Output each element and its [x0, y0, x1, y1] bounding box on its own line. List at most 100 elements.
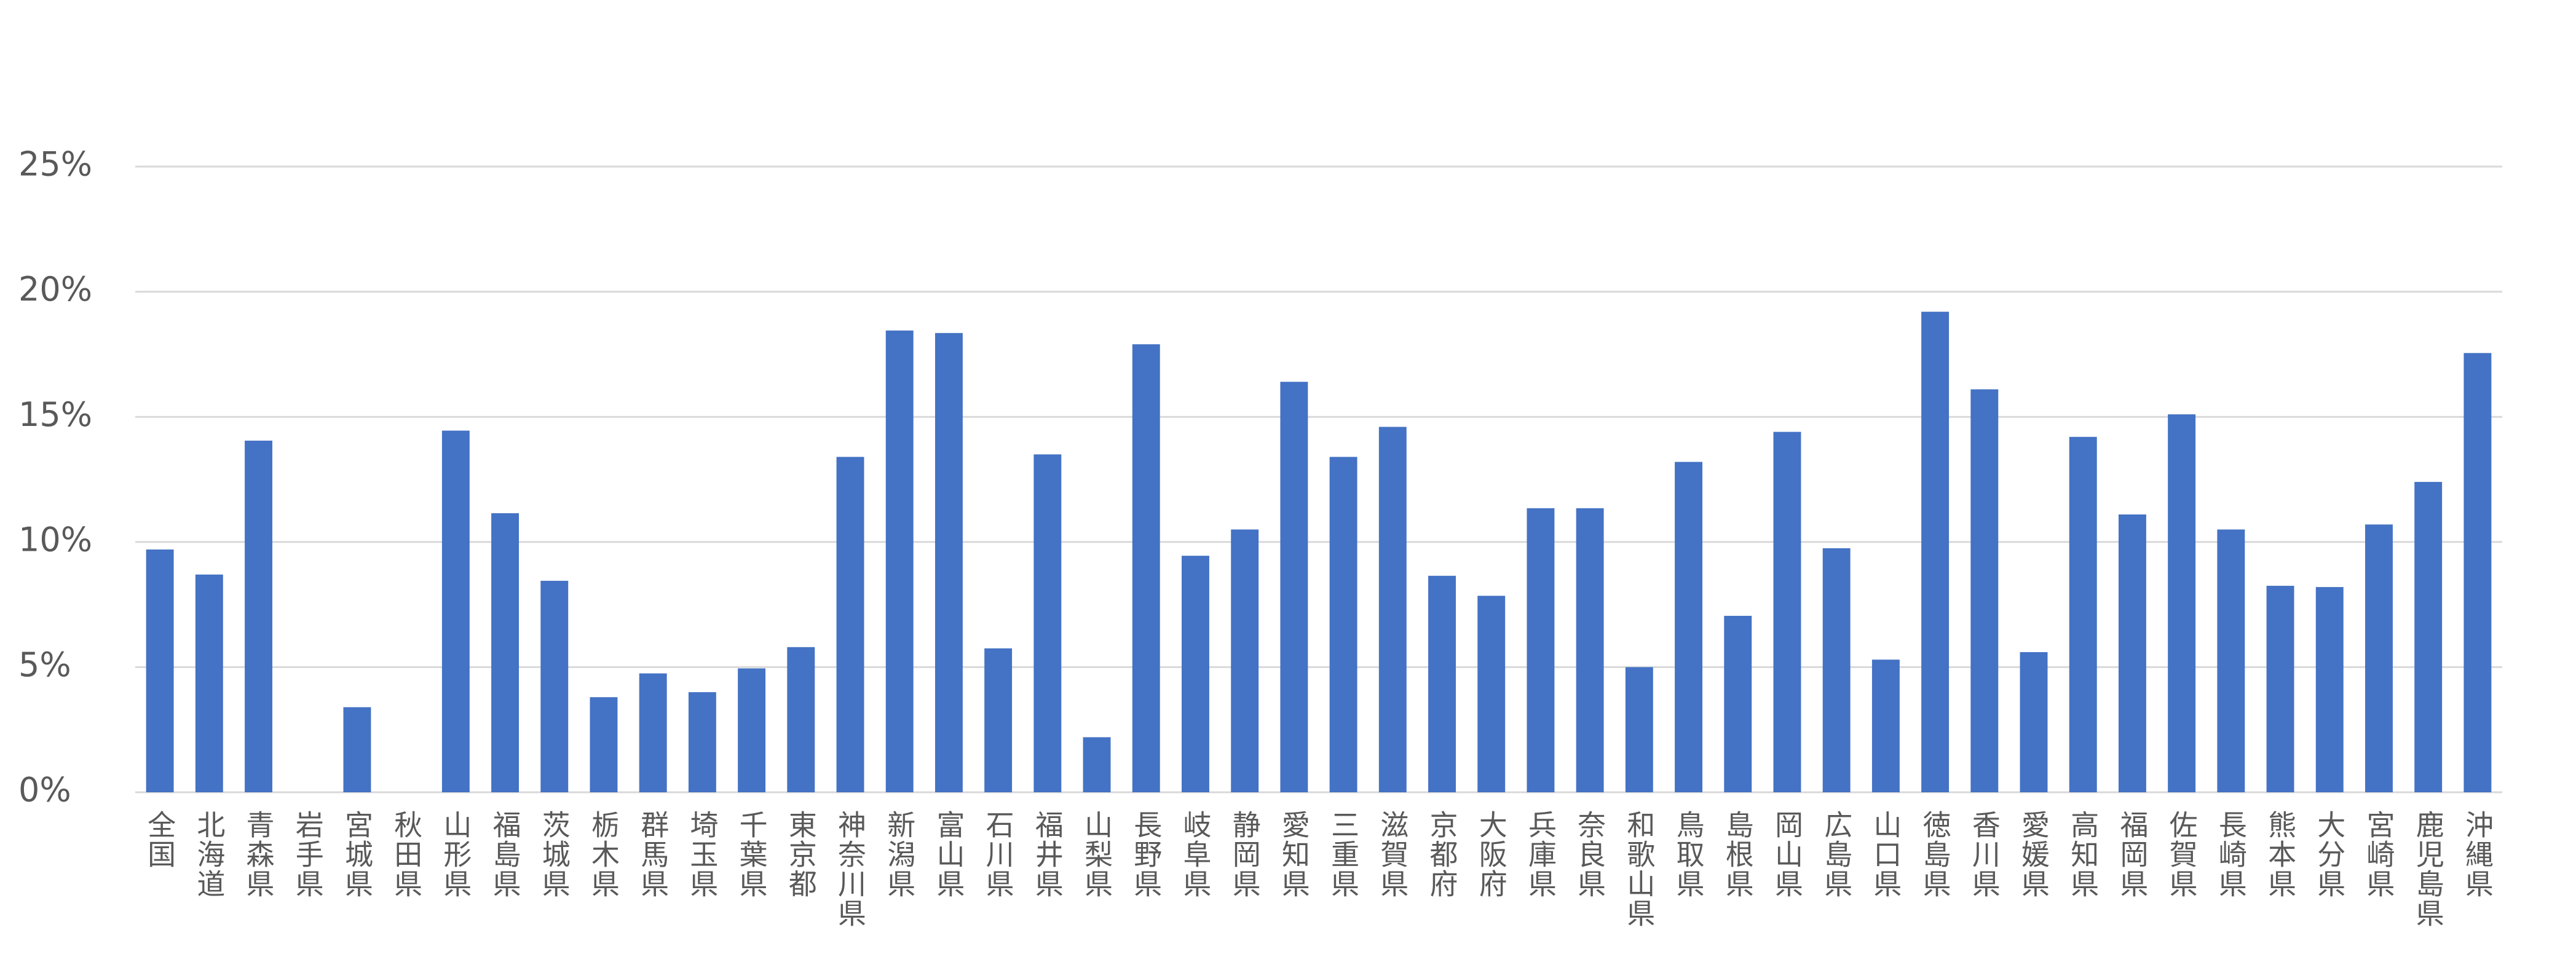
y-tick-label: 5%	[18, 645, 71, 684]
x-tick-label: 大阪府	[1475, 810, 1508, 899]
bar	[1477, 596, 1506, 792]
bar	[2315, 587, 2344, 792]
bar	[146, 549, 174, 792]
bar	[1132, 344, 1160, 792]
x-tick-label: 徳島県	[1919, 810, 1952, 899]
bar	[836, 457, 864, 792]
bar	[1724, 615, 1752, 792]
x-tick-label: 愛知県	[1278, 810, 1311, 899]
x-tick-label: 埼玉県	[685, 810, 719, 899]
bar	[2463, 353, 2492, 792]
bar	[885, 330, 914, 792]
bar	[1083, 737, 1111, 792]
y-tick-label: 0%	[18, 771, 71, 809]
x-tick-label: 高知県	[2066, 810, 2100, 899]
bar	[1527, 508, 1555, 792]
x-tick-label: 宮崎県	[2362, 810, 2395, 899]
x-tick-label: 山形県	[439, 810, 472, 899]
bar	[1822, 548, 1851, 792]
x-tick-label: 神奈川県	[834, 810, 867, 928]
x-tick-label: 沖縄県	[2461, 810, 2494, 899]
x-tick-label: 東京都	[784, 810, 818, 899]
bar	[738, 668, 766, 792]
x-tick-label: 富山県	[932, 810, 965, 899]
x-tick-label: 福井県	[1031, 810, 1064, 899]
x-tick-label: 香川県	[1968, 810, 2001, 899]
x-tick-label: 青森県	[242, 810, 275, 899]
x-tick-label: 栃木県	[587, 810, 620, 899]
x-tick-label: 石川県	[982, 810, 1015, 899]
bar	[491, 513, 520, 792]
x-tick-label: 岡山県	[1771, 810, 1804, 899]
bar	[1773, 431, 1801, 792]
x-tick-label: 兵庫県	[1524, 810, 1557, 899]
bar	[1378, 427, 1407, 792]
x-tick-label: 福島県	[489, 810, 522, 899]
bar	[1675, 462, 1703, 792]
x-tick-label: 北海道	[192, 810, 226, 899]
x-tick-label: 山梨県	[1080, 810, 1113, 899]
x-tick-label: 全国	[143, 810, 176, 869]
bar	[1871, 660, 1900, 792]
bar	[195, 574, 223, 792]
bar	[441, 430, 470, 792]
x-tick-label: 和歌山県	[1622, 810, 1656, 928]
x-tick-label: 滋賀県	[1376, 810, 1409, 899]
x-tick-label: 京都府	[1426, 810, 1459, 899]
y-tick-label: 15%	[18, 395, 92, 434]
x-tick-label: 宮城県	[341, 810, 374, 899]
x-tick-label: 千葉県	[735, 810, 768, 899]
x-tick-label: 群馬県	[636, 810, 670, 899]
x-tick-label: 大分県	[2313, 810, 2346, 899]
x-tick-label: 鳥取県	[1672, 810, 1705, 899]
x-tick-label: 鹿児島県	[2412, 810, 2445, 928]
bar	[2069, 436, 2097, 792]
bar	[2118, 514, 2146, 792]
bar	[2266, 586, 2294, 792]
x-tick-label: 佐賀県	[2165, 810, 2199, 899]
bar	[590, 697, 618, 792]
bar	[1428, 575, 1456, 792]
x-tick-label: 奈良県	[1573, 810, 1606, 899]
bar	[1970, 389, 1999, 792]
x-tick-label: 長野県	[1129, 810, 1163, 899]
x-tick-label: 山口県	[1869, 810, 1902, 899]
bar	[540, 580, 569, 792]
bar	[1625, 667, 1653, 792]
x-tick-label: 新潟県	[883, 810, 916, 899]
x-tick-label: 秋田県	[390, 810, 423, 899]
bar	[1576, 508, 1604, 792]
x-tick-label: 三重県	[1327, 810, 1360, 899]
bar	[1231, 529, 1259, 792]
y-tick-label: 20%	[18, 270, 92, 309]
x-tick-label: 静岡県	[1228, 810, 1262, 899]
bar	[1182, 556, 1209, 792]
bar	[2020, 652, 2048, 792]
bar	[2217, 529, 2245, 792]
x-tick-label: 熊本県	[2264, 810, 2297, 899]
y-tick-label: 10%	[18, 520, 92, 559]
bar	[1033, 454, 1062, 792]
bar	[2414, 482, 2443, 792]
x-tick-label: 島根県	[1721, 810, 1755, 899]
bar	[2365, 524, 2393, 792]
bar	[688, 692, 716, 792]
x-tick-label: 長崎県	[2214, 810, 2248, 899]
x-tick-label: 愛媛県	[2017, 810, 2050, 899]
bar	[245, 440, 272, 792]
bar	[984, 648, 1013, 792]
x-tick-label: 岩手県	[291, 810, 325, 899]
bar	[639, 673, 667, 792]
bar	[787, 647, 815, 792]
x-tick-label: 茨城県	[538, 810, 571, 899]
bar	[934, 333, 963, 792]
bar	[1921, 312, 1950, 792]
bar	[1280, 382, 1308, 792]
bar	[343, 707, 371, 792]
x-tick-label: 福岡県	[2116, 810, 2149, 899]
y-tick-label: 25%	[18, 145, 92, 184]
bar	[1329, 457, 1357, 792]
x-tick-label: 広島県	[1820, 810, 1853, 899]
